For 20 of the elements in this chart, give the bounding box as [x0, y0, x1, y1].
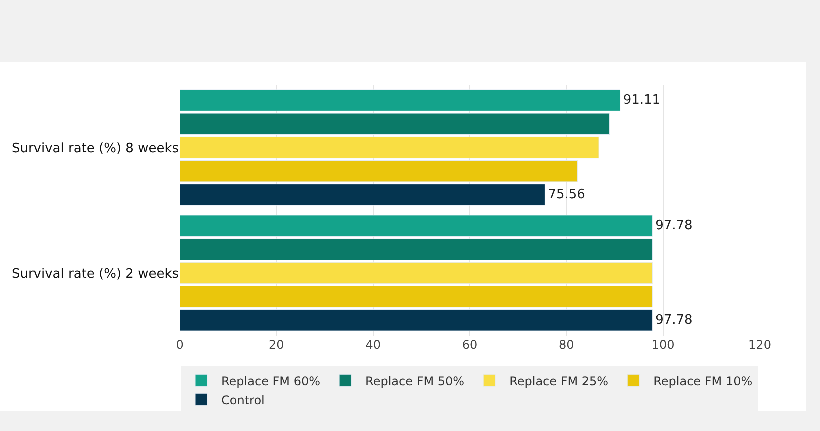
y-tick-label: Survival rate (%) 8 weeks — [12, 141, 180, 156]
x-tick-label: 40 — [366, 338, 381, 352]
legend-label: Control — [222, 393, 265, 408]
x-tick-label: 60 — [462, 338, 478, 352]
y-tick-label: Survival rate (%) 2 weeks — [12, 266, 180, 282]
bar — [180, 262, 653, 284]
legend-label: Replace FM 10% — [654, 374, 753, 388]
x-tick-label: 80 — [559, 338, 574, 352]
data-label: 91.11 — [623, 93, 661, 108]
x-tick-label: 120 — [748, 338, 772, 352]
bar — [180, 136, 600, 159]
data-label: 97.78 — [656, 218, 693, 234]
data-label: 75.56 — [548, 187, 586, 202]
x-tick-label: 0 — [176, 338, 184, 352]
x-tick-label: 20 — [269, 338, 284, 352]
data-label: 97.78 — [656, 312, 693, 328]
legend-label: Replace FM 60% — [222, 374, 321, 388]
legend-label: Replace FM 50% — [366, 374, 465, 388]
x-tick-label: 100 — [652, 338, 675, 352]
legend-label: Replace FM 25% — [510, 374, 609, 388]
